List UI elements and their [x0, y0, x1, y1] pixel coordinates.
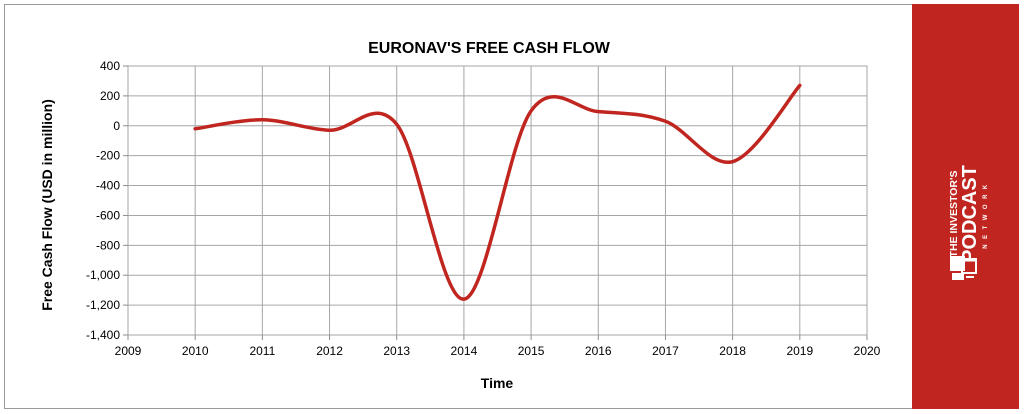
- y-tick-label: -600: [96, 208, 120, 222]
- y-tick-label: -200: [96, 149, 120, 163]
- brand-panel: THE INVESTOR'S PODCAST NETWORK: [912, 4, 1019, 409]
- x-tick-label: 2010: [182, 344, 209, 358]
- brand-line-1: THE INVESTOR'S: [948, 171, 960, 258]
- y-axis-label: Free Cash Flow (USD in million): [39, 99, 55, 311]
- brand-logo: THE INVESTOR'S PODCAST NETWORK: [948, 165, 989, 280]
- x-axis-label: Time: [481, 375, 514, 391]
- series-layer: [193, 83, 802, 301]
- brand-line-2: PODCAST: [959, 165, 981, 263]
- y-tick-label: -1,400: [86, 328, 120, 342]
- x-tick-label: 2018: [719, 344, 746, 358]
- y-tick-label: -400: [96, 179, 120, 193]
- x-tick-label: 2016: [585, 344, 612, 358]
- axis-layer: 2009 2010 2011 2012 2013 2014 2015 2016 2017 2018…: [86, 59, 881, 358]
- y-tick-label: 400: [100, 59, 120, 73]
- x-tick-label: 2012: [316, 344, 343, 358]
- x-tick-label: 2013: [383, 344, 410, 358]
- chart-title: EURONAV'S FREE CASH FLOW: [368, 40, 611, 57]
- y-tick-label: -1,200: [86, 298, 120, 312]
- x-tick-label: 2015: [518, 344, 545, 358]
- plot-area: [127, 65, 868, 336]
- series-line: [193, 83, 802, 301]
- y-tick-label: -800: [96, 238, 120, 252]
- y-tick-label: 200: [100, 89, 120, 103]
- brand-line-3: NETWORK: [983, 179, 989, 249]
- x-tick-label: 2019: [786, 344, 813, 358]
- y-tick-label: 0: [113, 119, 120, 133]
- podcast-network-logo-icon: [950, 256, 977, 280]
- x-tick-label: 2011: [249, 344, 275, 358]
- x-tick-label: 2014: [451, 344, 478, 358]
- x-tick-label: 2009: [115, 344, 142, 358]
- grid-layer: [127, 65, 868, 336]
- y-tick-label: -1,000: [86, 268, 120, 282]
- x-tick-label: 2017: [652, 344, 679, 358]
- x-tick-label: 2020: [854, 344, 881, 358]
